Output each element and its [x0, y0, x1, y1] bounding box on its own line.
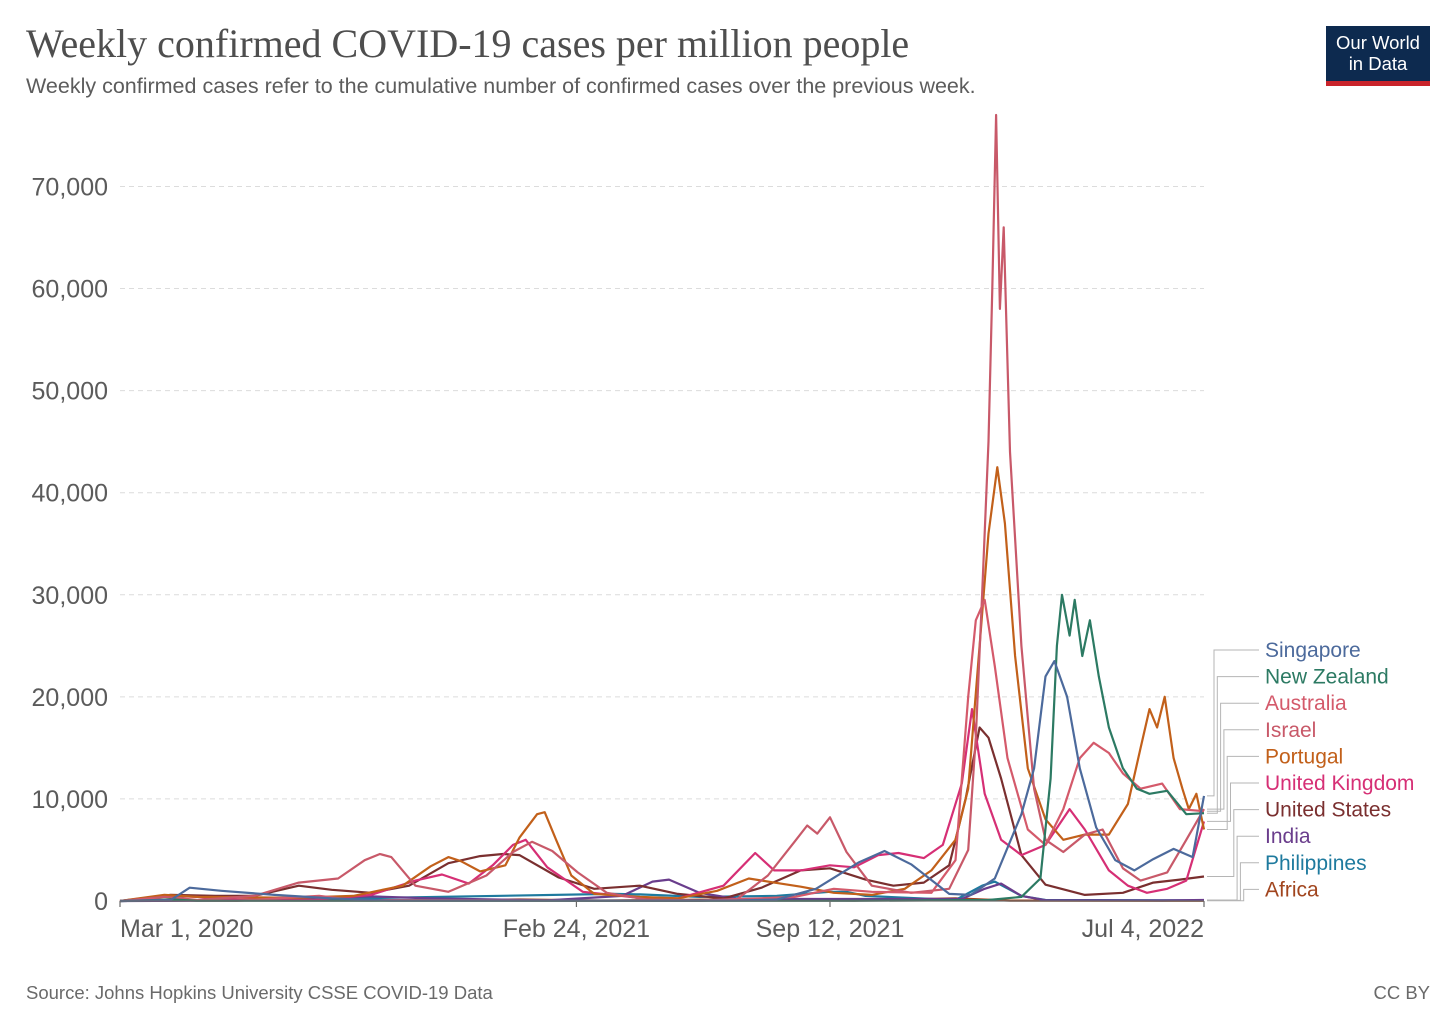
legend-leader-line — [1207, 888, 1259, 902]
x-tick-label: Sep 12, 2021 — [756, 915, 905, 943]
legend-leader-line — [1207, 649, 1259, 797]
series-line-united-states[interactable] — [119, 726, 1205, 903]
legend-label-israel[interactable]: Israel — [1265, 719, 1316, 742]
logo-line-2: in Data — [1348, 53, 1408, 74]
legend-leader-line — [1207, 729, 1259, 810]
lines-layer — [119, 113, 1206, 903]
legend-leader-line — [1207, 809, 1259, 877]
y-tick-label: 20,000 — [32, 684, 108, 712]
y-tick-label: 40,000 — [32, 480, 108, 508]
series-line-portugal[interactable] — [119, 466, 1206, 903]
y-tick-label: 60,000 — [32, 276, 108, 304]
x-tick-label: Feb 24, 2021 — [503, 915, 650, 943]
license-link[interactable]: CC BY — [1373, 982, 1430, 1003]
chart-title: Weekly confirmed COVID-19 cases per mill… — [26, 21, 910, 66]
legend-label-india[interactable]: India — [1265, 825, 1311, 848]
y-tick-label: 50,000 — [32, 378, 108, 406]
series-line-new-zealand[interactable] — [119, 593, 1205, 903]
legend-label-singapore[interactable]: Singapore — [1265, 639, 1361, 662]
series-line-australia[interactable] — [119, 598, 1205, 903]
legend-label-united-states[interactable]: United States — [1265, 799, 1391, 822]
series-line-singapore[interactable] — [119, 660, 1206, 903]
legend-label-australia[interactable]: Australia — [1265, 692, 1347, 715]
legend-leader-line — [1207, 755, 1259, 830]
x-tick-label: Jul 4, 2022 — [1082, 915, 1204, 943]
y-tick-label: 70,000 — [32, 173, 108, 201]
legend-label-philippines[interactable]: Philippines — [1265, 852, 1367, 875]
y-tick-label: 0 — [94, 888, 108, 916]
y-tick-label: 10,000 — [32, 786, 108, 814]
series-line-united-kingdom[interactable] — [119, 708, 1206, 903]
legend-leader-line — [1207, 782, 1259, 822]
chart-subtitle: Weekly confirmed cases refer to the cumu… — [26, 74, 976, 98]
legend-label-united-kingdom[interactable]: United Kingdom — [1265, 772, 1414, 795]
y-tick-label: 30,000 — [32, 582, 108, 610]
legend-leader-line — [1207, 676, 1259, 814]
legend-layer: Singapore New Zealand Australia Israel Portu… — [1207, 639, 1414, 901]
legend-leader-line — [1207, 835, 1259, 901]
owid-logo[interactable]: Our World in Data — [1326, 26, 1430, 86]
source-note: Source: Johns Hopkins University CSSE CO… — [26, 982, 493, 1003]
legend-leader-line — [1207, 862, 1259, 901]
legend-leader-line — [1207, 702, 1259, 812]
axis-layer: 0 10,000 20,000 30,000 40,000 50,000 60,000 70,… — [32, 173, 1205, 943]
grid-layer — [120, 185, 1204, 800]
legend-label-portugal[interactable]: Portugal — [1265, 745, 1343, 768]
series-line-israel[interactable] — [119, 113, 1205, 903]
logo-line-1: Our World — [1336, 32, 1420, 53]
legend-label-new-zealand[interactable]: New Zealand — [1265, 666, 1389, 689]
x-tick-label: Mar 1, 2020 — [120, 915, 253, 943]
legend-label-africa[interactable]: Africa — [1265, 878, 1319, 901]
